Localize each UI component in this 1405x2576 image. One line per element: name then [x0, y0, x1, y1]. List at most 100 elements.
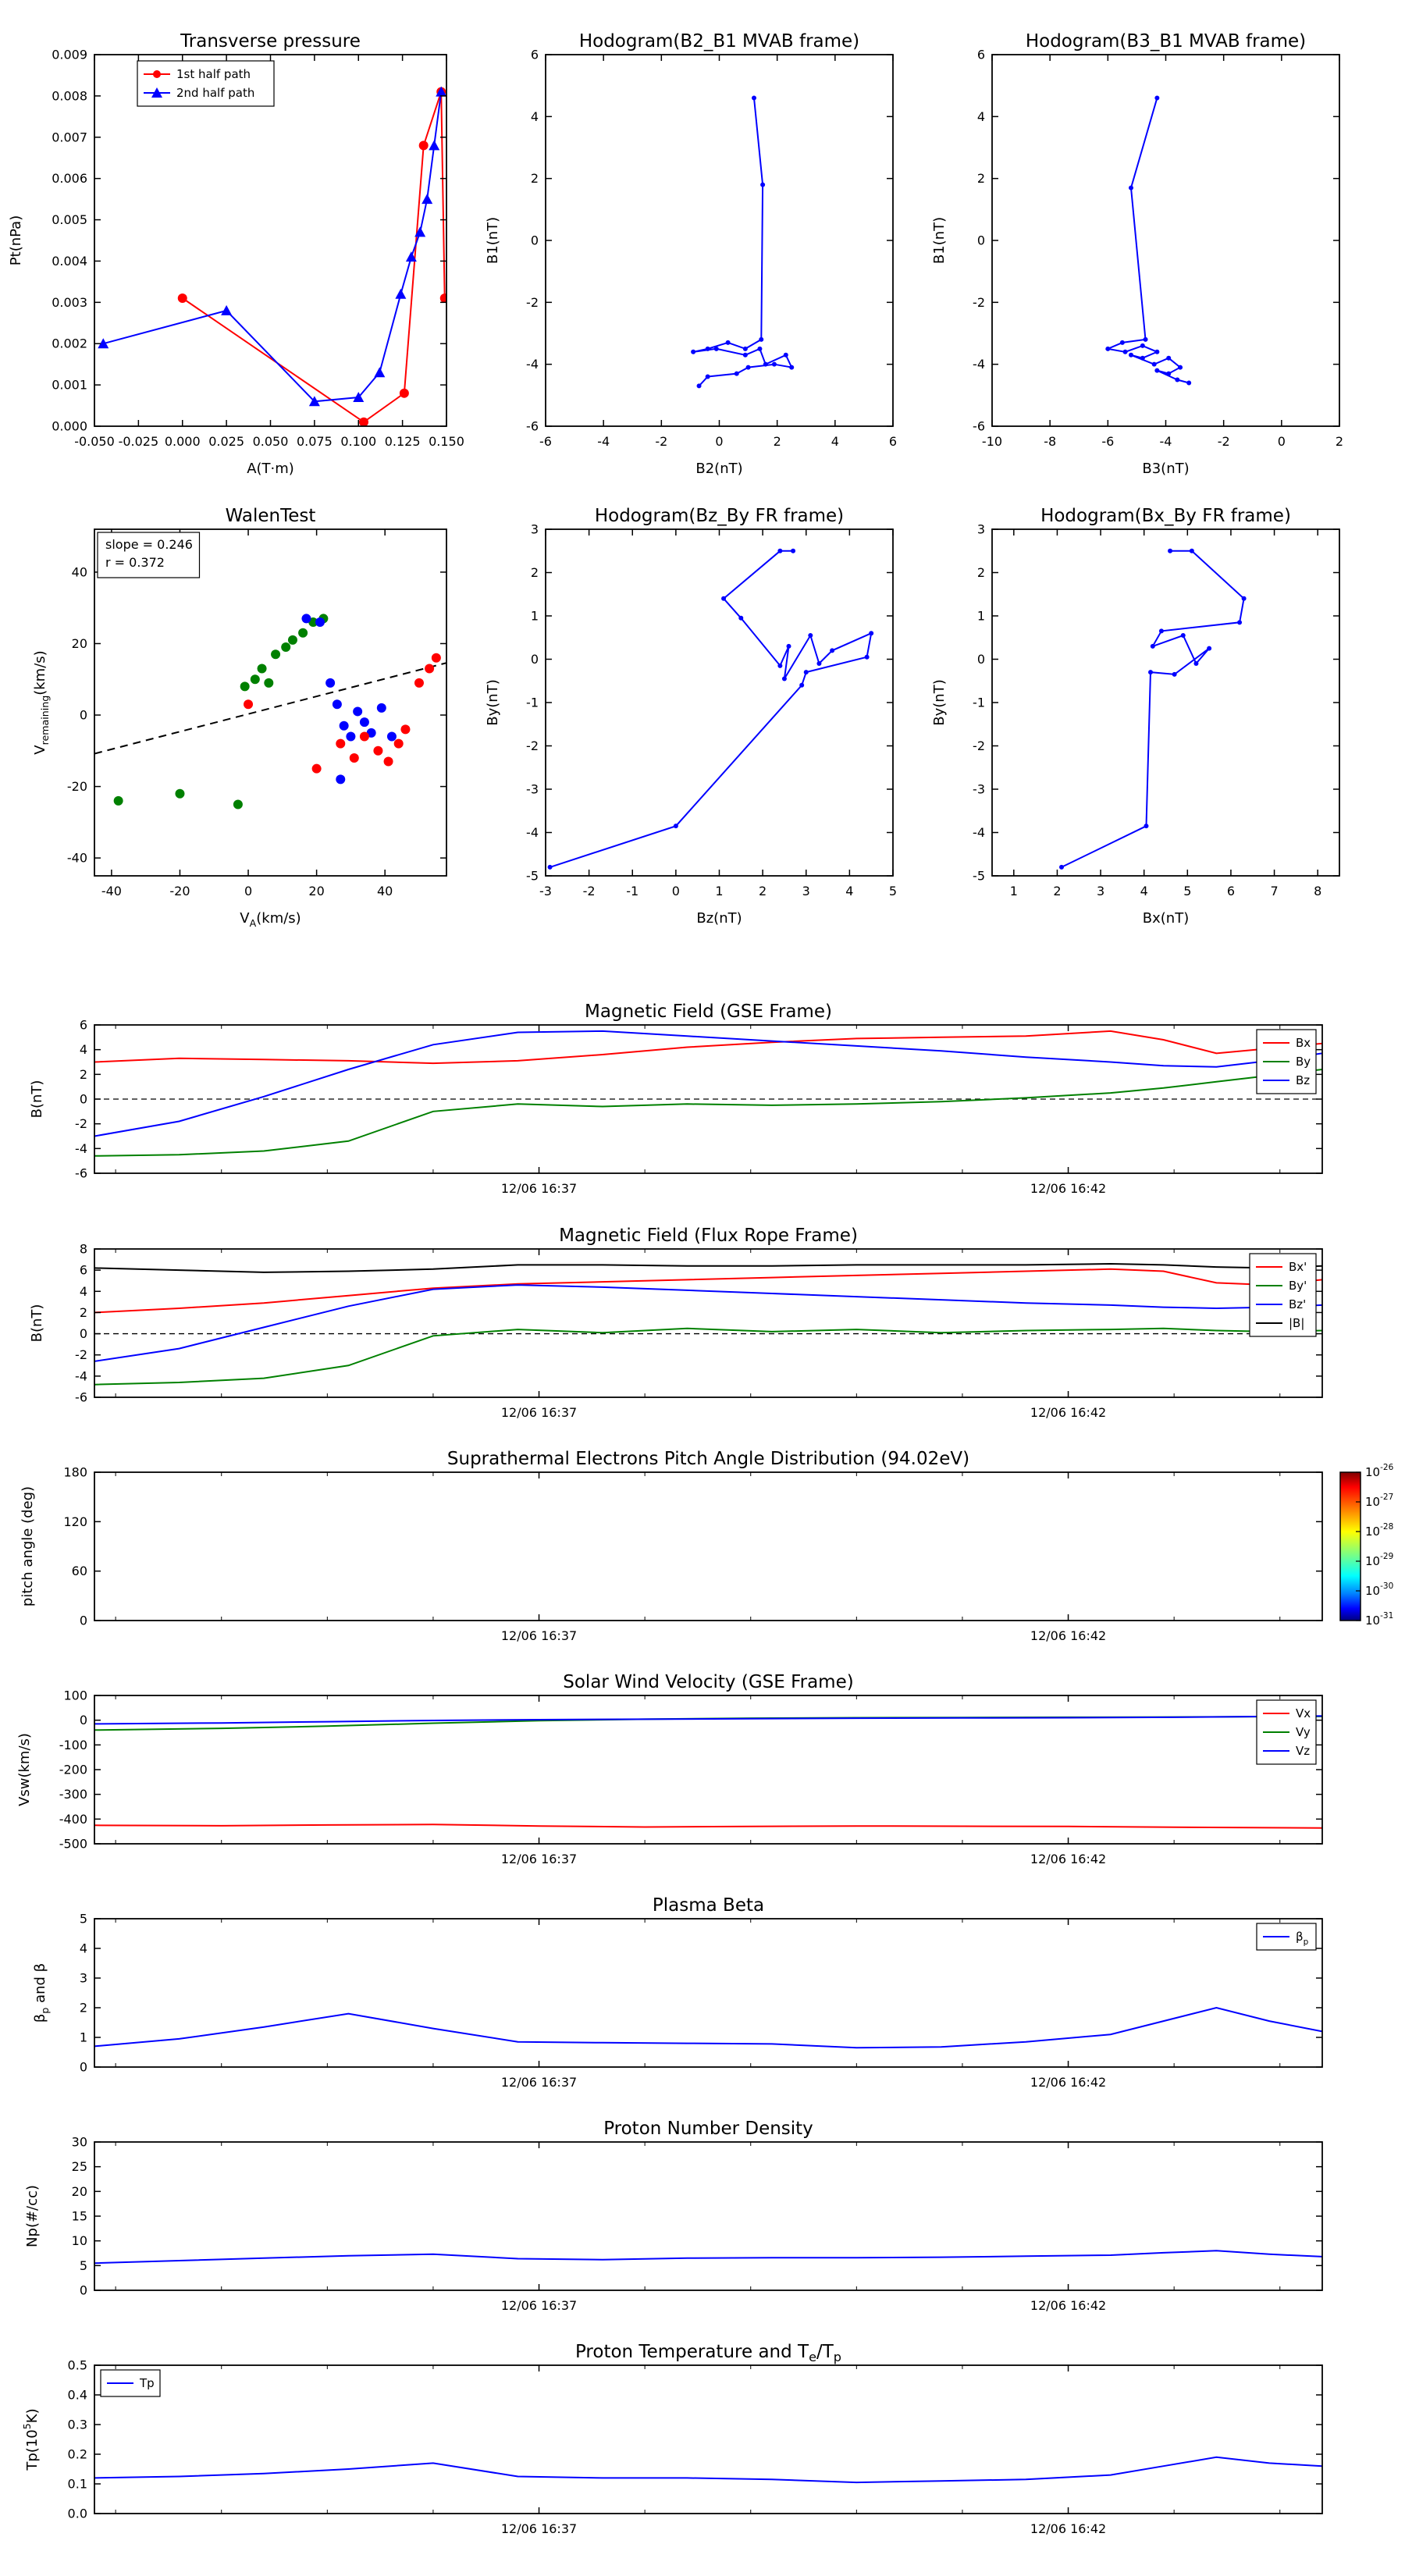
dot-marker	[1168, 548, 1173, 553]
y-tick-label: -100	[59, 1738, 87, 1752]
dot-marker	[752, 95, 756, 101]
y-tick-label: -5	[526, 869, 539, 884]
chart-transverse-pressure: -0.050 -0.025 0.000 0.025 0.050 0.075 0.100 0.1…	[8, 31, 464, 477]
y-tick-label: 0.008	[52, 88, 87, 103]
y-tick-label: -2	[75, 1116, 87, 1131]
dot-marker	[869, 631, 874, 636]
scatter-point	[349, 753, 359, 763]
y-tick-label: -4	[526, 357, 539, 372]
axes-ticks: 12/06 16:37 12/06 16:42 -6 -4 -2 0 2 4 6	[75, 1018, 1322, 1196]
legend: βp	[1256, 1923, 1317, 1951]
y-tick-label: 0.5	[68, 2358, 87, 2373]
legend-label: 2nd half path	[176, 86, 254, 100]
plot-area	[992, 55, 1339, 426]
scatter-point	[359, 731, 369, 742]
y-axis-label: Tp(105K)	[21, 2408, 41, 2471]
dot-marker	[1178, 365, 1183, 370]
x-axis-label: Bx(nT)	[1143, 910, 1189, 927]
y-tick-label: 180	[63, 1465, 87, 1480]
y-axis-label: By(nT)	[485, 679, 501, 725]
dot-marker	[1059, 864, 1064, 870]
dot-marker	[830, 648, 835, 653]
x-tick-label: 4	[845, 884, 853, 898]
plot-area	[94, 2365, 1322, 2514]
series-layer	[691, 95, 795, 389]
scatter-point	[233, 799, 243, 809]
y-tick-label: -4	[973, 825, 985, 840]
circle-marker	[153, 70, 161, 78]
dot-marker	[1151, 361, 1157, 367]
scatter-point	[425, 664, 435, 674]
axes-ticks: -3 -2 -1 0 1 2 3 4 5 -5 -4 -3 -2 -1 0 1 2 3	[526, 522, 897, 899]
x-tick-label: 8	[1314, 884, 1321, 898]
x-tick-label: -2	[1218, 434, 1230, 449]
y-axis-label: pitch angle (deg)	[20, 1486, 36, 1606]
dot-marker	[771, 361, 777, 367]
x-tick-label: 7	[1270, 884, 1278, 898]
chart-beta: 12/06 16:37 12/06 16:42 0 1 2 3 4 5 Plasma Beta β…	[32, 1895, 1323, 2090]
x-axis-label: A(T·m)	[247, 461, 294, 477]
x-tick-label: -40	[101, 884, 122, 898]
y-tick-label: 2	[531, 171, 539, 186]
dot-marker	[725, 340, 731, 345]
x-tick-label: 2	[1053, 884, 1061, 898]
dot-marker	[1105, 346, 1111, 351]
y-tick-label: 10	[72, 2233, 87, 2248]
series-layer	[94, 2006, 1322, 2049]
axes-border	[94, 2364, 1323, 2514]
chart-title: Hodogram(B3_B1 MVAB frame)	[1026, 31, 1306, 52]
chart-pitch-angle: 12/06 16:37 12/06 16:42 0 60 120 180 Suprather…	[20, 1449, 1394, 1643]
legend-label: Vz	[1296, 1744, 1310, 1758]
series-layer	[94, 2250, 1322, 2265]
legend: Tp	[100, 2369, 161, 2397]
annotation-box: slope = 0.246 r = 0.372	[97, 532, 201, 578]
y-tick-label: 1	[80, 2030, 87, 2045]
legend-label: 1st half path	[176, 67, 251, 81]
axes-border	[94, 2141, 1323, 2291]
y-tick-label: 0	[80, 1092, 87, 1107]
x-tick-label: 2	[759, 884, 767, 898]
x-tick-label: 40	[377, 884, 393, 898]
y-tick-label: 120	[63, 1514, 87, 1529]
x-tick-label: 0.000	[165, 434, 201, 449]
scatter-point	[386, 731, 397, 742]
x-tick-label: 12/06 16:42	[1030, 1181, 1106, 1196]
dot-marker	[786, 643, 791, 649]
scatter-point	[287, 635, 297, 645]
y-axis-label: By(nT)	[931, 679, 948, 725]
legend-label: Bx	[1296, 1036, 1311, 1050]
series-By'	[94, 1327, 1322, 1386]
y-tick-label: -3	[526, 782, 539, 797]
chart-vsw: 12/06 16:37 12/06 16:42 -500 -400 -300 -200 -1…	[16, 1672, 1323, 1866]
dot-marker	[1189, 548, 1194, 553]
x-tick-label: 12/06 16:37	[501, 1628, 577, 1643]
legend: Bx' By' Bz' |B|	[1249, 1253, 1317, 1337]
axes-ticks: -40 -20 0 20 40 -40 -20 0 20 40	[67, 529, 446, 898]
scatter-point	[175, 788, 185, 799]
plot-area	[992, 529, 1339, 876]
y-tick-label: 2	[80, 1305, 87, 1320]
axes-ticks: 1 2 3 4 5 6 7 8 -5 -4 -3 -2 -1 0 1 2 3	[973, 522, 1339, 898]
x-tick-label: 1	[1010, 884, 1018, 898]
scatter-point	[400, 724, 411, 735]
colorbar-tick-label: 10-31	[1365, 1611, 1393, 1628]
axes-ticks: 12/06 16:37 12/06 16:42 0 5 10 15 20 25 30	[72, 2135, 1322, 2313]
series-layer	[94, 1262, 1322, 1386]
legend-label: |B|	[1289, 1316, 1304, 1330]
y-tick-label: 0.2	[68, 2447, 87, 2462]
x-tick-label: 12/06 16:42	[1030, 2075, 1106, 2090]
chart-title: Suprathermal Electrons Pitch Angle Distr…	[447, 1449, 969, 1469]
y-tick-label: 4	[531, 109, 539, 124]
series-fit-line	[94, 662, 446, 755]
x-tick-label: -20	[169, 884, 190, 898]
y-tick-label: 60	[72, 1564, 87, 1578]
x-tick-label: -10	[982, 434, 1002, 449]
chart-title: Proton Number Density	[603, 2119, 813, 2139]
x-axis-label: B2(nT)	[695, 461, 742, 477]
colorbar-tick-label: 10-29	[1365, 1552, 1393, 1568]
y-tick-label: 40	[72, 564, 87, 579]
scatter-point	[315, 617, 325, 628]
axes-border	[94, 528, 447, 877]
y-tick-label: 5	[80, 1912, 87, 1927]
